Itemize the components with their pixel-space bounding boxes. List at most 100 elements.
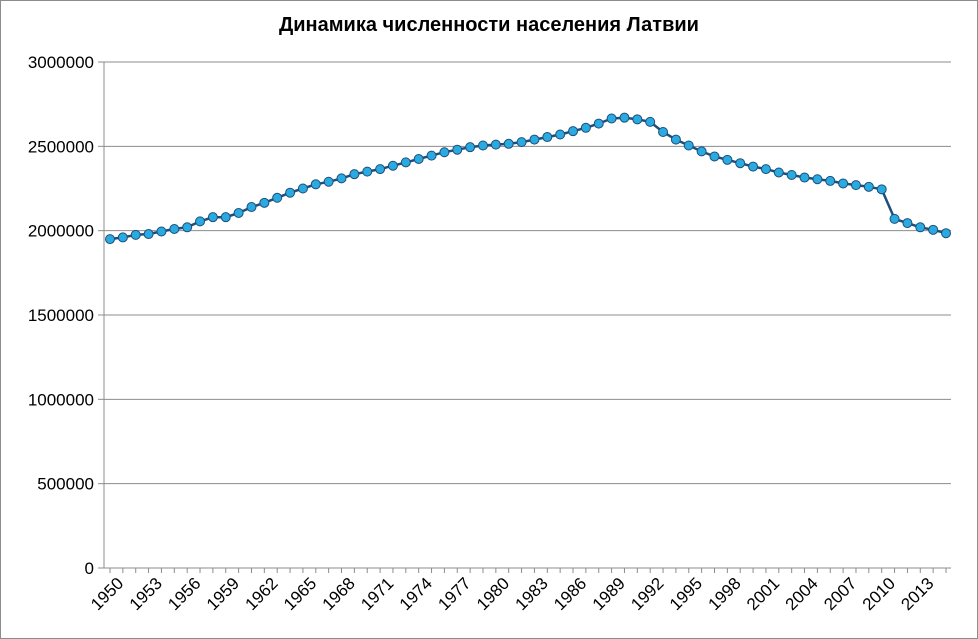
data-point [207,212,218,223]
data-point [465,142,476,153]
data-point [941,228,951,239]
data-point [362,166,373,177]
x-tick-label: 1971 [357,574,397,614]
data-point [876,184,887,195]
data-point [632,114,643,125]
x-tick-label: 1992 [627,574,667,614]
x-tick-label: 1983 [512,574,552,614]
data-point [246,202,257,213]
data-point [670,134,681,145]
gridlines [104,61,951,485]
x-tick-label: 1998 [704,574,744,614]
data-point [773,167,784,178]
data-point [117,232,128,243]
data-point [297,183,308,194]
data-point [889,213,900,224]
data-point [477,140,488,151]
data-point [825,175,836,186]
x-tick-label: 1986 [550,574,590,614]
data-point [542,132,553,143]
x-axis-tick-labels: 1950195319561959196219651968197119741977… [87,574,937,614]
data-point [387,160,398,171]
data-point [735,158,746,169]
data-point [272,192,283,203]
data-point [400,157,411,168]
data-point [683,140,694,151]
data-point [850,180,861,191]
data-point [863,181,874,192]
data-point [323,176,334,187]
data-point [310,179,321,190]
data-point [606,113,617,124]
y-tick-label: 500000 [37,475,94,494]
chart-title: Динамика численности населения Латвии [279,14,699,36]
data-point [915,222,926,233]
x-tick-label: 1980 [473,574,513,614]
y-tick-label: 2500000 [28,137,94,156]
data-point [182,222,193,233]
data-point [645,116,656,127]
x-tick-label: 1977 [434,574,474,614]
x-tick-label: 1950 [87,574,127,614]
x-tick-label: 1959 [203,574,243,614]
data-point [285,187,296,198]
data-point [568,126,579,137]
data-point [619,112,630,123]
data-point [439,147,450,158]
x-tick-label: 2010 [859,574,899,614]
data-point [220,212,231,223]
data-point [413,153,424,164]
data-point [259,197,270,208]
data-point [593,118,604,129]
x-tick-label: 2013 [897,574,937,614]
x-tick-label: 2004 [782,574,822,614]
data-point [529,134,540,145]
x-tick-label: 1995 [666,574,706,614]
data-point [722,154,733,165]
data-point [490,139,501,150]
y-tick-label: 0 [85,559,94,578]
x-tick-label: 1968 [319,574,359,614]
data-point [658,126,669,137]
population-series [105,112,951,245]
data-point [195,216,206,227]
data-point [760,164,771,175]
data-point [555,129,566,140]
x-tick-label: 1965 [280,574,320,614]
x-tick-label: 1962 [241,574,281,614]
data-point [503,138,514,149]
data-point [233,207,244,218]
data-point [349,169,360,180]
data-point [812,174,823,185]
data-point [375,164,386,175]
x-tick-label: 1953 [126,574,166,614]
data-point [452,144,463,155]
y-tick-label: 1500000 [28,306,94,325]
data-point [709,151,720,162]
data-point [748,161,759,172]
x-tick-label: 2007 [820,574,860,614]
data-point [156,226,167,237]
data-point [516,137,527,148]
data-point [696,146,707,157]
y-tick-label: 3000000 [28,53,94,72]
data-point [426,150,437,161]
data-point [130,229,141,240]
axes [98,61,951,573]
y-axis-tick-labels: 0 500000 1000000 1500000 2000000 2500000 30000… [28,53,94,578]
data-point [169,223,180,234]
data-point [336,173,347,184]
data-point [143,229,154,240]
data-point [799,172,810,183]
data-point [580,122,591,133]
y-tick-label: 1000000 [28,390,94,409]
data-point [838,178,849,189]
x-tick-label: 2001 [743,574,783,614]
y-tick-label: 2000000 [28,222,94,241]
x-tick-label: 1974 [396,574,436,614]
x-tick-label: 1956 [164,574,204,614]
data-point [786,170,797,181]
x-tick-label: 1989 [589,574,629,614]
